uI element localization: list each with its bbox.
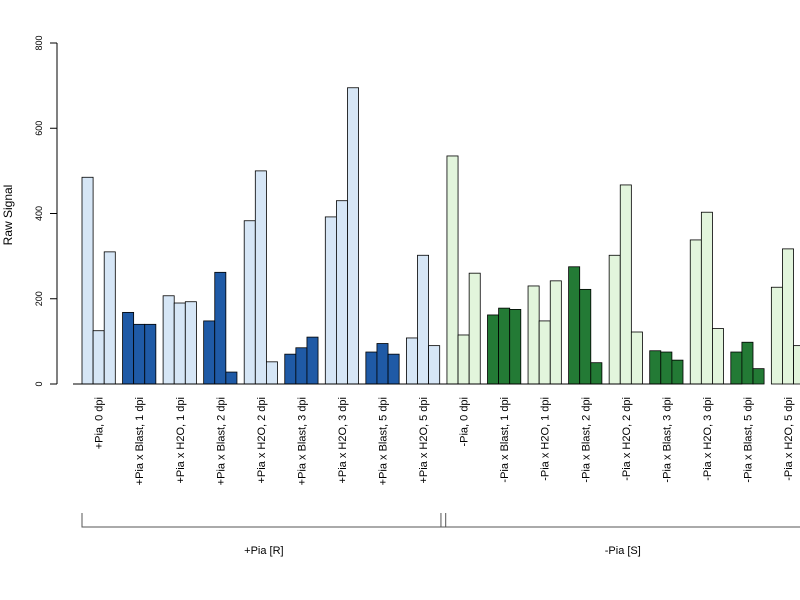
- category-label: -Pia x H2O, 3 dpi: [702, 397, 714, 481]
- bar: [568, 266, 581, 385]
- bar: [689, 239, 702, 385]
- bar: [730, 351, 743, 385]
- bar: [173, 302, 186, 385]
- bar: [324, 216, 337, 385]
- category-label: -Pia x H2O, 5 dpi: [783, 397, 795, 481]
- category-label: +Pia x H2O, 5 dpi: [418, 397, 430, 484]
- category-label: +Pia x H2O, 2 dpi: [256, 397, 268, 484]
- group-bracket: [81, 513, 447, 528]
- bar: [498, 307, 511, 385]
- y-tick-label: 200: [34, 291, 44, 306]
- bar: [590, 362, 603, 385]
- bar: [487, 314, 500, 385]
- category-label: +Pia x H2O, 3 dpi: [337, 397, 349, 484]
- bar: [446, 155, 459, 385]
- bar: [538, 320, 551, 385]
- bar: [660, 351, 673, 385]
- category-label: +Pia x Blast, 5 dpi: [378, 397, 390, 485]
- category-label: -Pia x H2O, 2 dpi: [621, 397, 633, 481]
- bar: [700, 211, 713, 385]
- bar: [203, 320, 216, 385]
- bar: [770, 286, 783, 385]
- bar: [630, 331, 643, 385]
- bar: [741, 341, 754, 385]
- bar: [306, 336, 319, 385]
- bar: [509, 309, 522, 385]
- bar: [712, 328, 724, 385]
- category-label: -Pia x H2O, 1 dpi: [540, 397, 552, 481]
- bar: [81, 176, 94, 385]
- group-brackets: +Pia [R] -Pia [S]: [81, 513, 800, 557]
- bar: [225, 371, 238, 385]
- bar: [387, 353, 400, 385]
- category-labels: +Pia, 0 dpi +Pia x Blast, 1 dpi +Pia x H2O…: [94, 397, 795, 485]
- y-tick-label: 800: [34, 35, 44, 50]
- bar: [92, 330, 105, 385]
- y-axis: 0 200 400 600 800: [34, 35, 58, 387]
- bar: [265, 361, 278, 385]
- bar: [752, 368, 765, 385]
- category-label: -Pia x Blast, 3 dpi: [661, 397, 673, 483]
- bar: [671, 359, 684, 385]
- bar: [417, 254, 430, 385]
- group-label: -Pia [S]: [605, 545, 641, 557]
- bar: [103, 251, 116, 385]
- bar: [122, 311, 135, 385]
- category-label: +Pia x Blast, 1 dpi: [134, 397, 146, 485]
- bar: [144, 323, 157, 385]
- bar: [365, 351, 378, 385]
- bar: [468, 272, 481, 385]
- bar: [376, 343, 389, 385]
- y-tick-label: 400: [34, 206, 44, 221]
- bar: [793, 345, 800, 385]
- bar: [405, 337, 418, 385]
- bar: [619, 184, 632, 385]
- category-label: +Pia x Blast, 3 dpi: [296, 397, 308, 485]
- bar: [243, 220, 256, 385]
- bar: [649, 350, 662, 385]
- group-label: +Pia [R]: [244, 545, 283, 557]
- bar: [457, 334, 470, 385]
- category-label: -Pia, 0 dpi: [459, 397, 471, 447]
- category-label: +Pia x Blast, 2 dpi: [215, 397, 227, 485]
- bar: [549, 280, 562, 385]
- group-bracket: [440, 513, 800, 528]
- bar: [579, 288, 592, 385]
- bar: [162, 295, 175, 385]
- bar: [428, 345, 441, 385]
- bar: [284, 353, 297, 385]
- category-label: +Pia, 0 dpi: [94, 397, 106, 449]
- bar: [295, 347, 308, 385]
- bar: [527, 285, 540, 385]
- bar: [782, 248, 794, 385]
- bar: [184, 301, 197, 385]
- y-tick-label: 0: [34, 381, 44, 386]
- bar: [335, 200, 348, 385]
- y-tick-label: 600: [34, 121, 44, 136]
- bars-layer: [81, 87, 800, 385]
- category-label: +Pia x H2O, 1 dpi: [175, 397, 187, 484]
- bar: [254, 170, 267, 385]
- category-label: -Pia x Blast, 1 dpi: [499, 397, 511, 483]
- bar: [214, 271, 227, 385]
- bar: [608, 254, 621, 385]
- bar: [347, 87, 360, 385]
- category-label: -Pia x Blast, 2 dpi: [580, 397, 592, 483]
- bar: [133, 323, 146, 385]
- y-axis-title: Raw Signal: [1, 185, 15, 246]
- category-label: -Pia x Blast, 5 dpi: [742, 397, 754, 483]
